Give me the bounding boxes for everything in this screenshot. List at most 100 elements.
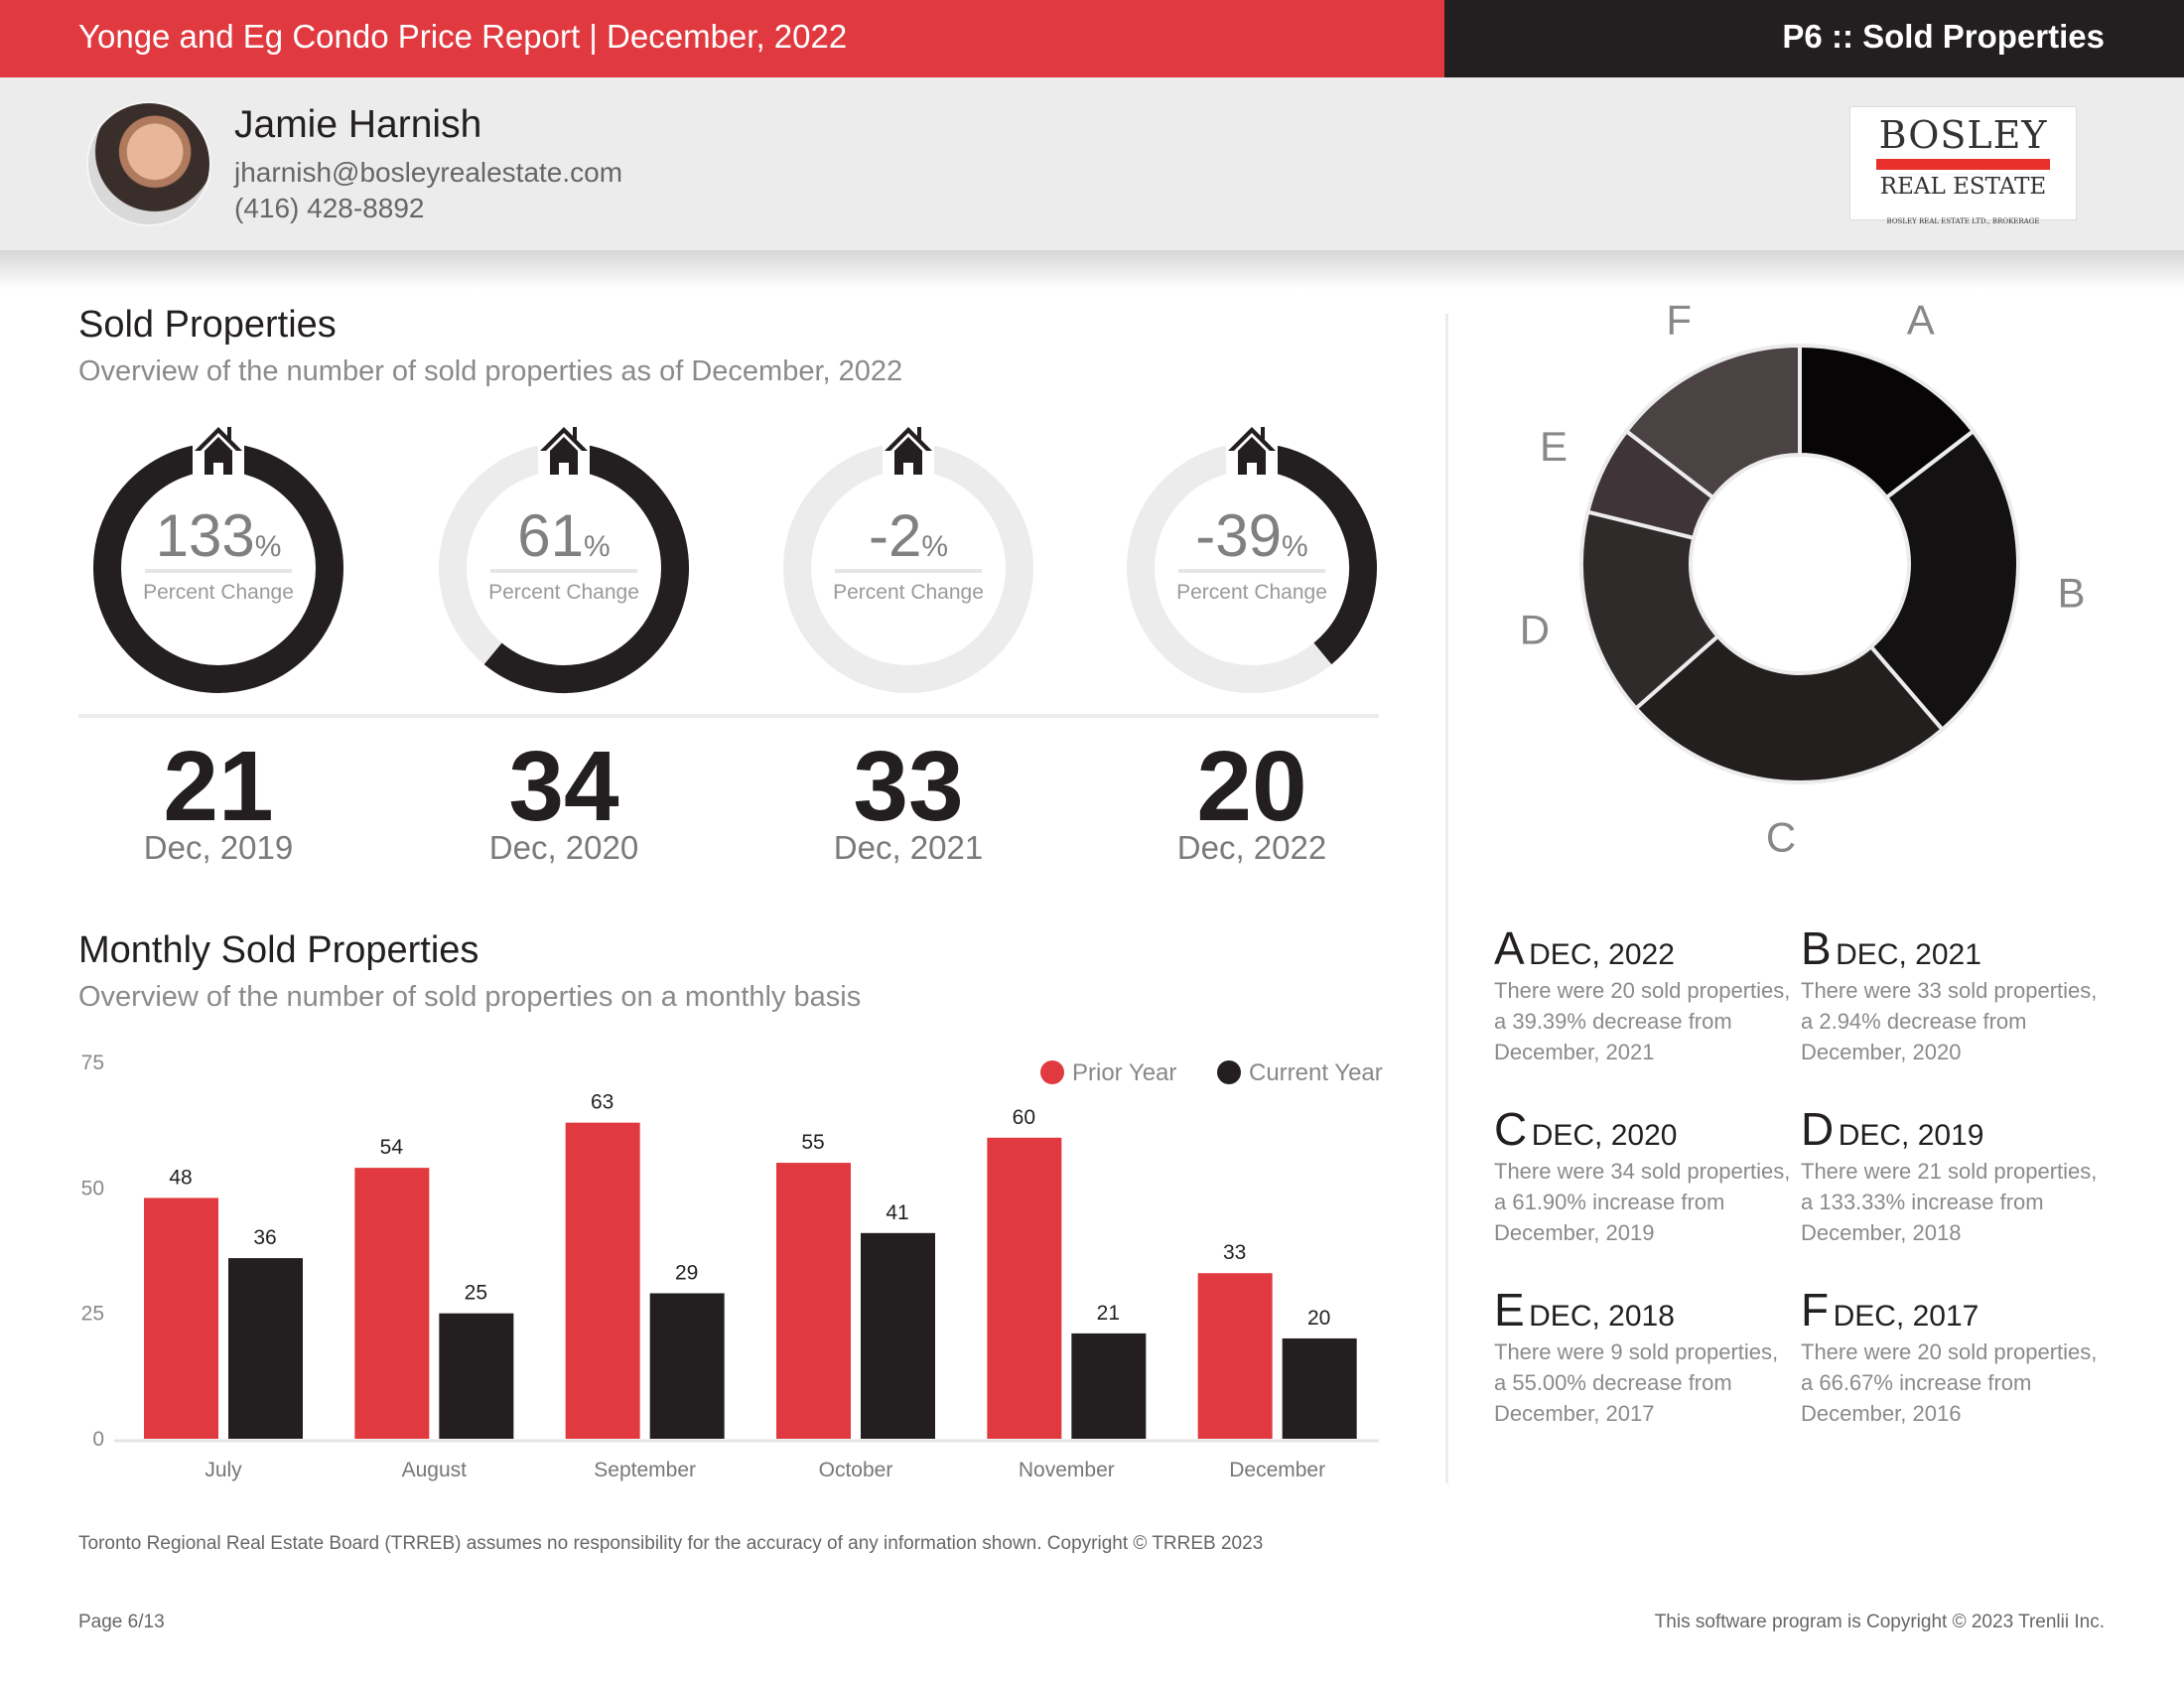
bar-value-label: 20 [1307, 1307, 1330, 1330]
bar-current-year [1071, 1333, 1147, 1439]
legend-date: DEC, 2021 [1836, 938, 1981, 971]
gauge-fill [1251, 443, 1377, 665]
legend-label: Current Year [1249, 1059, 1383, 1086]
donut-slice-a [1798, 343, 1977, 500]
percent-unit: % [584, 530, 611, 563]
donut-label: A [1907, 298, 1935, 343]
legend-letter: A [1494, 922, 1525, 974]
house-icon [193, 419, 244, 479]
software-copyright: This software program is Copyright © 202… [1654, 1612, 2105, 1632]
agent-email[interactable]: jharnish@bosleyrealestate.com [234, 157, 623, 188]
monthly-subtitle: Overview of the number of sold propertie… [78, 981, 862, 1013]
sold-count: 33 [853, 731, 964, 842]
percent-unit: % [254, 530, 282, 563]
percent-number: 61 [517, 502, 585, 569]
donut-label: D [1520, 607, 1550, 653]
legend-letter: D [1801, 1103, 1835, 1155]
donut-legend-item: A DEC, 2022 There were 20 sold propertie… [1494, 921, 1792, 1067]
sold-date: Dec, 2019 [143, 829, 294, 866]
donut-legend-item: F DEC, 2017 There were 20 sold propertie… [1801, 1283, 2099, 1429]
bar-prior-year [565, 1122, 640, 1439]
bar-current-year [649, 1293, 725, 1439]
donut-legend-item: D DEC, 2019 There were 21 sold propertie… [1801, 1102, 2099, 1248]
bar-current-year [439, 1313, 514, 1439]
percent-number: -39 [1195, 502, 1283, 569]
legend-swatch [1217, 1060, 1241, 1084]
bar-value-label: 60 [1013, 1106, 1035, 1129]
donut-slice-f [1623, 343, 1802, 500]
agent-phone[interactable]: (416) 428-8892 [234, 193, 425, 223]
bar-current-year [228, 1258, 303, 1439]
percent-change-label: Percent Change [143, 581, 294, 604]
bar-prior-year [987, 1137, 1062, 1439]
bar-value-label: 36 [253, 1226, 276, 1249]
bar-value-label: 29 [675, 1261, 698, 1284]
agent-band [0, 77, 2184, 250]
legend-label: Prior Year [1072, 1059, 1176, 1086]
bar-prior-year [144, 1197, 218, 1439]
percent-change-value: 61% [465, 501, 663, 570]
sold-date: Dec, 2021 [833, 829, 984, 866]
donut-label: F [1666, 298, 1692, 343]
agent-name: Jamie Harnish [234, 103, 482, 146]
donut-slice-b [1867, 428, 2020, 733]
bar-value-label: 54 [380, 1136, 404, 1159]
donut-slice-c [1633, 633, 1946, 784]
section-divider [78, 714, 1379, 718]
bar-prior-year [1197, 1273, 1273, 1439]
legend-letter: F [1801, 1284, 1830, 1336]
gauge-underline [145, 569, 292, 573]
house-icon [883, 419, 934, 479]
bar-prior-year [776, 1163, 851, 1439]
monthly-title: Monthly Sold Properties [78, 929, 479, 971]
x-tick-label: July [205, 1459, 242, 1481]
legend-description: There were 34 sold properties, a 61.90% … [1494, 1159, 1791, 1245]
house-icon [1226, 419, 1278, 479]
legend-description: There were 20 sold properties, a 39.39% … [1494, 978, 1791, 1064]
percent-unit: % [1282, 530, 1308, 563]
legend-swatch [1040, 1060, 1064, 1084]
gauge-fill [483, 443, 689, 693]
sold-title: Sold Properties [78, 304, 337, 346]
x-tick-label: November [1019, 1459, 1115, 1481]
bar-value-label: 25 [465, 1282, 487, 1305]
percent-change-label: Percent Change [1176, 581, 1327, 604]
bar-prior-year [354, 1168, 430, 1439]
sold-date: Dec, 2020 [488, 829, 639, 866]
gauge-underline [490, 569, 637, 573]
legend-description: There were 9 sold properties, a 55.00% d… [1494, 1339, 1779, 1426]
logo-red-bar [1876, 159, 2050, 170]
sold-date: Dec, 2022 [1176, 829, 1327, 866]
y-tick-label: 0 [92, 1428, 104, 1451]
legend-description: There were 20 sold properties, a 66.67% … [1801, 1339, 2098, 1426]
legend-description: There were 33 sold properties, a 2.94% d… [1801, 978, 2098, 1064]
donut-label: E [1540, 423, 1568, 470]
report-title-bar [0, 0, 1444, 77]
monthly-bar-chart: 0 25 50 75 48 36 July 54 25 August 63 29 September 55… [81, 1052, 1383, 1481]
percent-change-label: Percent Change [488, 581, 639, 604]
legend-date: DEC, 2020 [1531, 1119, 1678, 1152]
percent-change-value: -2% [809, 501, 1008, 570]
x-tick-label: December [1229, 1459, 1325, 1481]
house-icon [538, 419, 590, 479]
percent-number: -2 [868, 502, 922, 569]
x-tick-label: September [594, 1459, 696, 1481]
page-label: P6 :: Sold Properties [1782, 18, 2105, 55]
logo-line3: BOSLEY REAL ESTATE LTD., BROKERAGE [1886, 217, 2040, 225]
logo-line1: BOSLEY [1878, 113, 2048, 157]
bar-current-year [861, 1232, 935, 1439]
donut-slice-d [1579, 509, 1721, 712]
legend-date: DEC, 2017 [1833, 1300, 1979, 1333]
y-tick-label: 25 [81, 1303, 104, 1326]
donut-legend-item: B DEC, 2021 There were 33 sold propertie… [1801, 921, 2099, 1067]
sold-count: 20 [1196, 731, 1307, 842]
legend-letter: B [1801, 922, 1832, 974]
bar-value-label: 55 [801, 1131, 824, 1154]
avatar [86, 101, 211, 226]
legend-date: DEC, 2018 [1529, 1300, 1675, 1333]
sold-count: 34 [508, 731, 619, 842]
donut-label: B [2058, 569, 2086, 616]
donut-label: C [1766, 813, 1796, 854]
donut-legend-item: C DEC, 2020 There were 34 sold propertie… [1494, 1102, 1792, 1248]
gauge-underline [1178, 569, 1325, 573]
